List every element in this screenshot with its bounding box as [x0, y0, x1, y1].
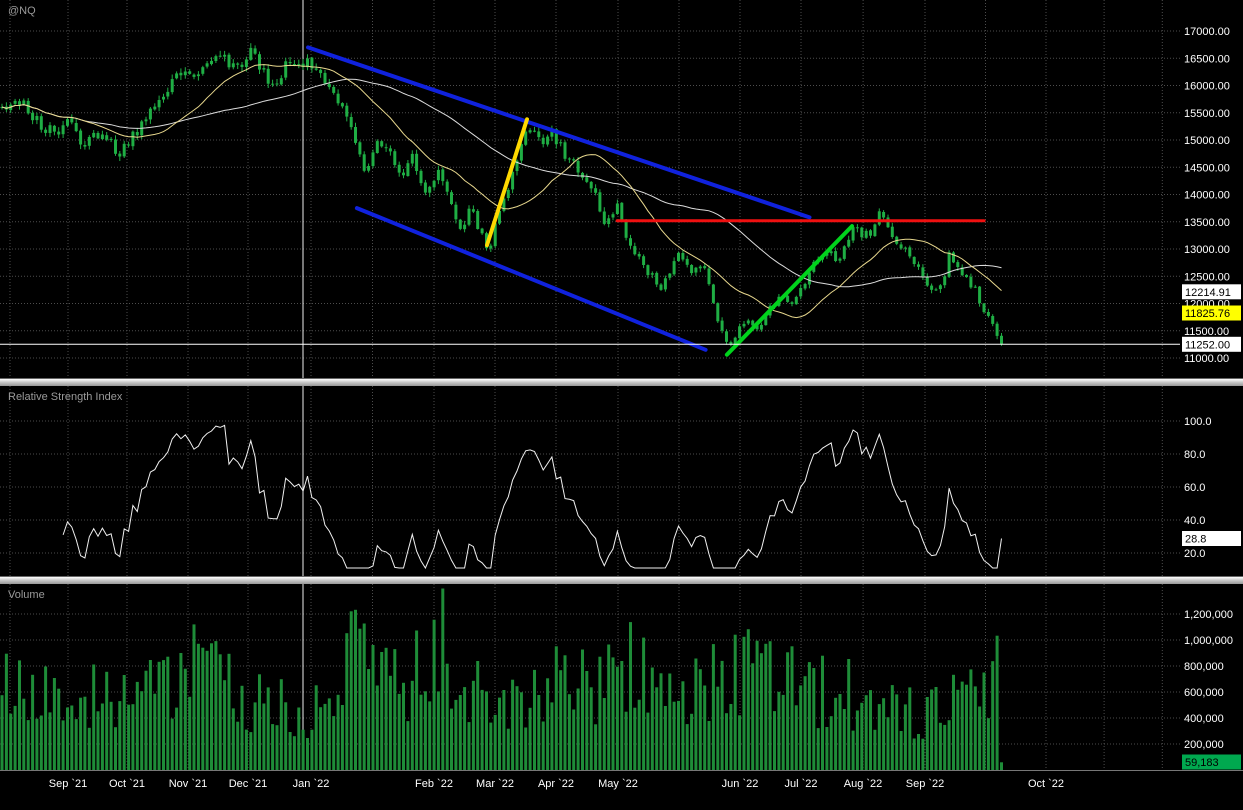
axis-tick-label: 400,000 [1184, 713, 1224, 725]
rsi-line [62, 424, 1002, 570]
axis-tick-label: 11000.00 [1184, 353, 1229, 365]
price-axis-labels: 17000.00 16500.00 16000.00 15500.00 15000.00… [1184, 26, 1230, 365]
axis-tick-label: 60.0 [1184, 482, 1205, 494]
panel-separator-rsi-volume[interactable] [0, 576, 1243, 585]
axis-tick-label: 1,200,000 [1184, 609, 1233, 621]
volume-chart-canvas[interactable]: 1,200,000 1,000,000 800,000 600,000 400,000 2… [0, 584, 1243, 770]
fast-moving-average-line [1, 64, 1002, 319]
month-label: Jan `22 [292, 778, 330, 790]
slow-ma-value-label: 12214.91 [1182, 284, 1241, 300]
axis-tick-label: 40.0 [1184, 515, 1205, 527]
axis-tick-label: 80.0 [1184, 449, 1205, 461]
axis-tick-label: 200,000 [1184, 739, 1224, 751]
candlesticks [0, 43, 1003, 347]
fast-ma-value-label: 11825.76 [1182, 305, 1241, 321]
axis-tick-label: 11500.00 [1184, 326, 1229, 338]
price-vertical-gridlines [9, 0, 1163, 378]
volume-panel[interactable]: 1,200,000 1,000,000 800,000 600,000 400,000 2… [0, 584, 1243, 770]
axis-tick-label: 600,000 [1184, 687, 1224, 699]
axis-tick-label: 14500.00 [1184, 162, 1230, 174]
month-label: Jun `22 [721, 778, 759, 790]
price-horizontal-gridlines [0, 30, 1180, 359]
axis-tick-label: 28.8 [1185, 533, 1206, 545]
rsi-horizontal-gridlines [0, 420, 1180, 554]
axis-tick-label: 20.0 [1184, 548, 1205, 560]
month-label: Dec `21 [228, 778, 268, 790]
month-label: Sep `21 [48, 778, 88, 790]
rsi-chart-canvas[interactable]: 100.0 80.0 60.0 40.0 20.0 28.8 [0, 386, 1243, 576]
month-label: Jul `22 [784, 778, 818, 790]
volume-axis-labels: 1,200,000 1,000,000 800,000 600,000 400,000 2… [1184, 609, 1233, 751]
axis-tick-label: 11825.76 [1185, 308, 1230, 320]
month-label: Feb `22 [415, 778, 453, 790]
volume-value-label: 59,183 [1182, 754, 1241, 770]
axis-tick-label: 16000.00 [1184, 81, 1230, 93]
axis-tick-label: 14000.00 [1184, 190, 1230, 202]
rsi-value-label: 28.8 [1182, 531, 1241, 546]
axis-tick-label: 13000.00 [1184, 244, 1230, 256]
last-price-label: 11252.00 [1182, 336, 1241, 352]
volume-bars [0, 588, 1003, 770]
upper-channel-trendline[interactable] [306, 45, 812, 220]
axis-tick-label: 800,000 [1184, 661, 1224, 673]
month-label: May `22 [598, 778, 638, 790]
lower-channel-trendline[interactable] [354, 206, 708, 352]
price-chart-canvas[interactable]: 17000.00 16500.00 16000.00 15500.00 15000.00… [0, 0, 1243, 378]
time-axis[interactable]: Sep `21 Oct `21 Nov `21 Dec `21 Jan `22 Feb `… [0, 770, 1243, 810]
green-trendline[interactable] [724, 224, 854, 357]
month-label: Apr `22 [537, 778, 575, 790]
rsi-axis-labels: 100.0 80.0 60.0 40.0 20.0 [1184, 416, 1212, 560]
axis-tick-label: 1,000,000 [1184, 635, 1233, 647]
axis-tick-label: 17000.00 [1184, 26, 1230, 38]
axis-tick-label: 15500.00 [1184, 108, 1230, 120]
month-label: Oct `22 [1027, 778, 1065, 790]
month-label: Nov `21 [168, 778, 208, 790]
panel-separator-price-rsi[interactable] [0, 378, 1243, 387]
price-panel[interactable]: 17000.00 16500.00 16000.00 15500.00 15000.00… [0, 0, 1243, 378]
axis-tick-label: 59,183 [1185, 757, 1219, 769]
axis-tick-label: 15000.00 [1184, 135, 1230, 147]
axis-tick-label: 11252.00 [1185, 339, 1230, 351]
month-label: Oct `21 [108, 778, 146, 790]
rsi-panel[interactable]: 100.0 80.0 60.0 40.0 20.0 28.8 Relative Stren… [0, 386, 1243, 576]
yellow-trendline[interactable] [485, 117, 529, 248]
slow-moving-average-line [1, 78, 1002, 288]
axis-tick-label: 12214.91 [1185, 287, 1231, 299]
month-label: Mar `22 [476, 778, 514, 790]
axis-tick-label: 100.0 [1184, 416, 1212, 428]
month-label: Aug `22 [843, 778, 883, 790]
axis-tick-label: 12500.00 [1184, 271, 1230, 283]
axis-tick-label: 13500.00 [1184, 217, 1230, 229]
month-label: Sep `22 [905, 778, 945, 790]
rsi-vertical-gridlines [9, 386, 1163, 576]
axis-tick-label: 16500.00 [1184, 53, 1230, 65]
